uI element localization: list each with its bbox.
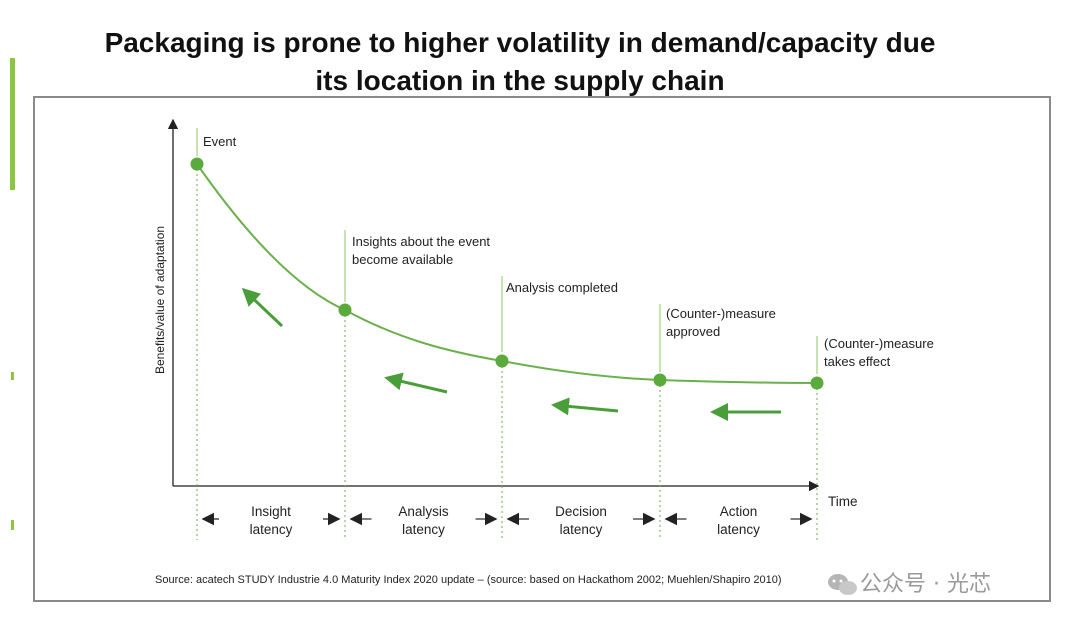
watermark: 公众号 · 光芯 bbox=[828, 572, 991, 597]
event-label: Insights about the event bbox=[352, 234, 490, 249]
slide-title: Packaging is prone to higher volatility … bbox=[40, 24, 1000, 100]
event-point bbox=[190, 157, 204, 171]
latency-label: Action bbox=[720, 504, 758, 519]
event-point bbox=[810, 376, 824, 390]
y-axis-label: Benefits/value of adaptation bbox=[153, 226, 167, 374]
latency-label: latency bbox=[250, 522, 293, 537]
title-line-1: Packaging is prone to higher volatility … bbox=[104, 27, 936, 58]
event-label: Analysis completed bbox=[506, 280, 618, 295]
event-point bbox=[338, 303, 352, 317]
latency-row: Insight latency Analysis latency Decision lat… bbox=[201, 504, 813, 537]
event-point bbox=[653, 373, 667, 387]
benefit-curve bbox=[196, 163, 818, 384]
wechat-icon bbox=[828, 574, 857, 595]
value-loss-arrows bbox=[241, 287, 781, 421]
watermark-text: 公众号 · 光芯 bbox=[860, 572, 991, 597]
event-label: (Counter-)measure bbox=[824, 336, 934, 351]
event-label: approved bbox=[666, 324, 720, 339]
latency-label: latency bbox=[402, 522, 445, 537]
event-point bbox=[495, 354, 509, 368]
left-accent-bar bbox=[10, 58, 15, 190]
latency-label: Decision bbox=[555, 504, 607, 519]
left-accent-tick bbox=[11, 520, 14, 530]
event-label-ticks bbox=[196, 128, 818, 374]
latency-label: latency bbox=[560, 522, 603, 537]
x-axis-label: Time bbox=[828, 494, 858, 509]
source-note: Source: acatech STUDY Industrie 4.0 Matu… bbox=[155, 574, 782, 586]
event-label: become available bbox=[352, 252, 453, 267]
value-loss-arrow bbox=[241, 287, 284, 328]
latency-label: latency bbox=[717, 522, 760, 537]
value-loss-arrow bbox=[384, 372, 448, 394]
left-accent-tick bbox=[11, 372, 14, 380]
latency-label: Insight bbox=[251, 504, 291, 519]
event-label: Event bbox=[203, 134, 237, 149]
latency-label: Analysis bbox=[398, 504, 449, 519]
value-loss-arrow bbox=[551, 397, 619, 416]
event-labels: Event Insights about the event become avai… bbox=[203, 134, 934, 369]
event-label: (Counter-)measure bbox=[666, 306, 776, 321]
event-points bbox=[190, 157, 824, 390]
title-line-2: its location in the supply chain bbox=[315, 65, 725, 96]
event-guidelines bbox=[196, 164, 818, 540]
event-label: takes effect bbox=[824, 354, 891, 369]
